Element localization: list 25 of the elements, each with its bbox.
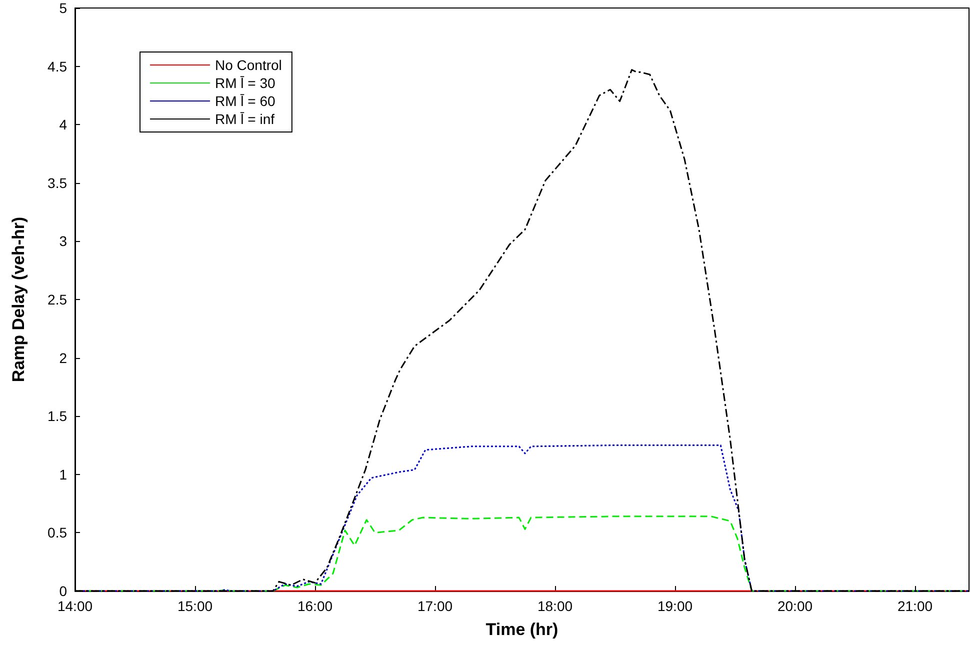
y-tick-label: 2	[59, 350, 68, 366]
y-axis-title: Ramp Delay (veh-hr)	[9, 216, 28, 382]
y-tick-label: 1	[59, 466, 68, 482]
legend-label: No Control	[215, 57, 282, 73]
x-tick-label: 16:00	[297, 598, 333, 614]
x-tick-label: 14:00	[57, 598, 93, 614]
y-tick-label: 1.5	[48, 408, 68, 424]
x-tick-label: 20:00	[777, 598, 813, 614]
legend-label: RM l̄ = inf	[215, 111, 275, 127]
legend-label: RM l̄ = 30	[215, 75, 276, 91]
y-tick-label: 2.5	[48, 292, 68, 308]
y-tick-label: 5	[59, 0, 68, 16]
x-tick-label: 18:00	[537, 598, 573, 614]
x-tick-label: 15:00	[177, 598, 213, 614]
x-tick-label: 19:00	[657, 598, 693, 614]
x-tick-label: 21:00	[897, 598, 933, 614]
x-tick-label: 17:00	[417, 598, 453, 614]
y-tick-label: 4	[59, 116, 68, 133]
x-axis-title: Time (hr)	[486, 620, 558, 639]
y-tick-label: 0	[59, 583, 68, 599]
y-tick-label: 3	[59, 233, 68, 250]
y-tick-label: 3.5	[48, 174, 68, 191]
y-tick-label: 4.5	[48, 58, 68, 74]
y-tick-label: 0.5	[48, 524, 68, 541]
legend-label: RM l̄ = 60	[215, 93, 276, 109]
